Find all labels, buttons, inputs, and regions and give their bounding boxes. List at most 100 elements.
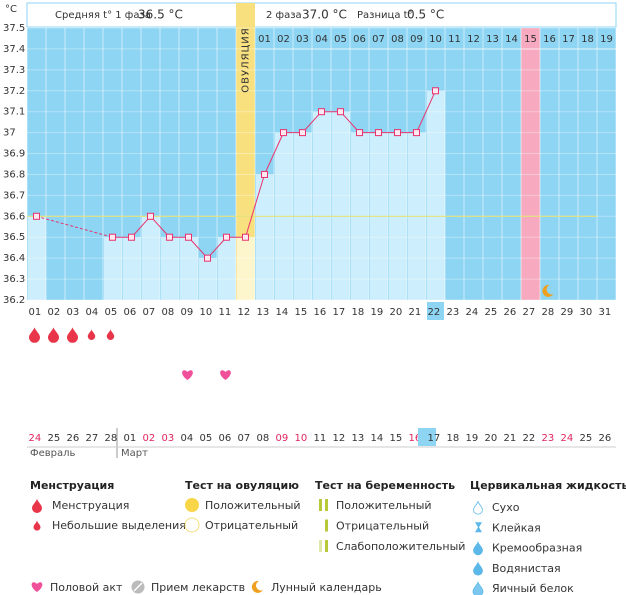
temp-line bbox=[416, 90, 436, 133]
days-row-bg bbox=[27, 300, 616, 322]
phase2-label: 2 фаза bbox=[266, 10, 302, 21]
date-label: 14 bbox=[371, 433, 384, 444]
legend-text: Небольшие выделения bbox=[52, 519, 186, 532]
temp-point bbox=[299, 129, 306, 137]
date-label: 11 bbox=[314, 433, 327, 444]
phase2-day: 12 bbox=[467, 34, 480, 45]
legend-text: Водянистая bbox=[492, 562, 561, 575]
month-label: Март bbox=[121, 448, 148, 459]
temp-bar bbox=[180, 237, 198, 300]
day-label: 05 bbox=[105, 307, 118, 318]
day-label: 21 bbox=[409, 307, 422, 318]
legend-text: Половой акт bbox=[50, 581, 123, 594]
temp-bar bbox=[427, 90, 445, 301]
day-label: 24 bbox=[466, 307, 479, 318]
temp-bar bbox=[256, 174, 274, 300]
phase2-day: 08 bbox=[391, 34, 404, 45]
date-label: 26 bbox=[67, 433, 80, 444]
legend-text: Тест на беременность bbox=[315, 479, 455, 492]
day-label: 25 bbox=[485, 307, 498, 318]
menstruation-heavy bbox=[67, 327, 78, 343]
legend-text: Отрицательный bbox=[336, 520, 429, 533]
legend-icon bbox=[184, 517, 200, 533]
date-label: 25 bbox=[48, 433, 61, 444]
date-label: 26 bbox=[599, 433, 612, 444]
phase2-day: 09 bbox=[410, 34, 423, 45]
legend-icon bbox=[133, 582, 143, 592]
day-label: 28 bbox=[542, 307, 555, 318]
temp-bar bbox=[313, 111, 331, 300]
temp-bar bbox=[237, 237, 255, 300]
temp-bar bbox=[199, 258, 217, 300]
day-label: 29 bbox=[561, 307, 574, 318]
temp-point bbox=[128, 233, 135, 241]
date-label: 03 bbox=[162, 433, 175, 444]
temp-point bbox=[166, 233, 173, 241]
phase2-day: 02 bbox=[277, 34, 290, 45]
y-tick-label: 37.4 bbox=[3, 44, 25, 55]
y-tick-label: 37.3 bbox=[3, 65, 25, 76]
phase1-value: 36.5 °C bbox=[138, 8, 183, 22]
legend-icon bbox=[32, 499, 42, 513]
legend-icon bbox=[319, 499, 322, 511]
y-tick-label: 37.5 bbox=[3, 23, 25, 34]
day-label: 23 bbox=[447, 307, 460, 318]
menstruation-light bbox=[106, 329, 115, 341]
date-label: 04 bbox=[181, 433, 194, 444]
highlight-column bbox=[521, 28, 540, 300]
diff-label: Разница t° bbox=[357, 10, 413, 21]
y-tick-label: 36.9 bbox=[3, 149, 25, 160]
y-tick-label: 37.2 bbox=[3, 86, 25, 97]
legend-icon bbox=[475, 522, 482, 533]
day-label: 26 bbox=[504, 307, 517, 318]
legend-icon bbox=[325, 499, 328, 511]
temp-point bbox=[147, 212, 154, 220]
temp-bar bbox=[218, 237, 236, 300]
y-tick-label: 36.5 bbox=[3, 232, 25, 243]
temp-bar bbox=[28, 216, 46, 300]
temp-point bbox=[394, 129, 401, 137]
date-label: 20 bbox=[485, 433, 498, 444]
temp-line bbox=[264, 132, 284, 175]
today-date-box bbox=[418, 428, 436, 446]
date-label: 07 bbox=[238, 433, 251, 444]
legend-icon bbox=[472, 580, 484, 595]
ovulation-column bbox=[236, 3, 255, 300]
date-label: 21 bbox=[504, 433, 517, 444]
y-tick-label: 36.4 bbox=[3, 253, 25, 264]
ovulation-label: ОВУЛЯЦИЯ bbox=[241, 27, 252, 93]
phase2-day: 07 bbox=[372, 34, 385, 45]
legend-text: Сухо bbox=[492, 501, 520, 514]
legend-text: Отрицательный bbox=[205, 519, 298, 532]
legend-text: Лунный календарь bbox=[271, 581, 382, 594]
temp-point bbox=[432, 87, 439, 95]
phase2-day: 03 bbox=[296, 34, 309, 45]
menstruation-light bbox=[87, 329, 96, 341]
date-label: 28 bbox=[105, 433, 118, 444]
temp-point bbox=[185, 233, 192, 241]
menstruation-heavy bbox=[48, 327, 59, 343]
legend-text: Тест на овуляцию bbox=[185, 479, 299, 492]
day-label: 04 bbox=[86, 307, 99, 318]
temp-point bbox=[33, 212, 40, 220]
phase2-day: 11 bbox=[448, 34, 461, 45]
menstruation-heavy bbox=[29, 327, 40, 343]
legend-icon bbox=[185, 498, 199, 512]
temp-point bbox=[242, 233, 249, 241]
temp-bar bbox=[104, 237, 122, 300]
legend-icon bbox=[31, 582, 43, 592]
phase2-day: 19 bbox=[600, 34, 613, 45]
phase2-day: 13 bbox=[486, 34, 499, 45]
phase2-day: 01 bbox=[258, 34, 271, 45]
date-label: 19 bbox=[466, 433, 479, 444]
date-label: 09 bbox=[276, 433, 289, 444]
day-label: 18 bbox=[352, 307, 365, 318]
legend-text: Прием лекарств bbox=[151, 581, 245, 594]
legend-text: Менструация bbox=[30, 479, 114, 492]
legend-icon bbox=[251, 580, 263, 593]
day-label: 19 bbox=[371, 307, 384, 318]
diff-value: 0.5 °C bbox=[407, 8, 444, 22]
unit-label: °C bbox=[5, 4, 17, 15]
legend-text: Яичный белок bbox=[492, 582, 574, 595]
legend-text: Менструация bbox=[52, 499, 129, 512]
